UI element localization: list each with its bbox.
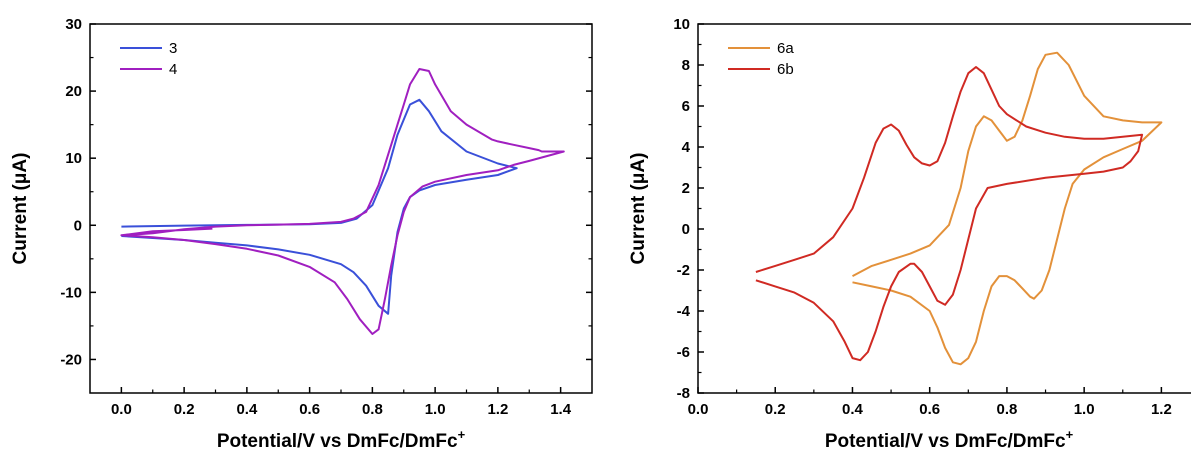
- legend-label: 6b: [777, 61, 794, 78]
- y-tick-label: -10: [60, 284, 82, 301]
- x-tick-label: 0.8: [362, 401, 383, 418]
- series-line-6a: [852, 51, 1163, 366]
- y-tick-label: 2: [682, 180, 690, 197]
- x-tick-label: 0.4: [236, 401, 258, 418]
- y-tick-label: -4: [677, 303, 691, 320]
- x-tick-label: 1.2: [487, 401, 508, 418]
- y-tick-label: 6: [682, 98, 690, 115]
- y-tick-label: -2: [677, 262, 690, 279]
- y-axis-title: Current (μA): [10, 153, 31, 265]
- plot-frame: [89, 23, 593, 394]
- x-tick-label: 1.0: [425, 401, 446, 418]
- legend-label: 3: [169, 40, 177, 57]
- x-tick-label: 0.8: [996, 401, 1017, 418]
- y-tick-label: 0: [74, 217, 82, 234]
- legend-label: 4: [169, 61, 177, 78]
- y-tick-label: 10: [65, 150, 82, 167]
- x-tick-label: 1.2: [1151, 401, 1172, 418]
- x-tick-label: 0.6: [919, 401, 940, 418]
- y-tick-label: -6: [677, 344, 690, 361]
- series-line-3: [121, 98, 518, 315]
- x-tick-label: 0.2: [765, 401, 786, 418]
- y-tick-label: 0: [682, 221, 690, 238]
- x-tick-label: 1.4: [550, 401, 572, 418]
- x-tick-label: 0.6: [299, 401, 320, 418]
- y-tick-label: 4: [682, 139, 691, 156]
- chart-right: 0.0 0.2 0.4 0.6 0.8 1.0 1.2 -8 -6 -4 -2 0 2 4 6 8 10 Pote…: [628, 16, 1191, 452]
- x-axis-title: Potential/V vs DmFc/DmFc+: [217, 427, 466, 452]
- y-tick-label: -20: [60, 351, 82, 368]
- x-tick-label: 0.0: [111, 401, 132, 418]
- x-tick-label: 1.0: [1074, 401, 1095, 418]
- y-tick-label: 10: [673, 16, 690, 33]
- y-tick-label: 20: [65, 83, 82, 100]
- legend-label: 6a: [777, 40, 794, 57]
- series-line-6b: [755, 66, 1144, 362]
- y-axis-title: Current (μA): [628, 153, 649, 265]
- plot-frame: [697, 23, 1191, 394]
- y-tick-label: 8: [682, 57, 690, 74]
- y-tick-label: 30: [65, 16, 82, 33]
- chart-left: 0.0 0.2 0.4 0.6 0.8 1.0 1.2 1.4 -20 -10 0 10 20 30 Pot…: [10, 16, 593, 452]
- x-axis-title: Potential/V vs DmFc/DmFc+: [825, 427, 1074, 452]
- x-tick-label: 0.2: [174, 401, 195, 418]
- x-tick-label: 0.0: [688, 401, 709, 418]
- series-line-4: [120, 68, 565, 335]
- y-tick-label: -8: [677, 385, 690, 402]
- x-tick-label: 0.4: [842, 401, 864, 418]
